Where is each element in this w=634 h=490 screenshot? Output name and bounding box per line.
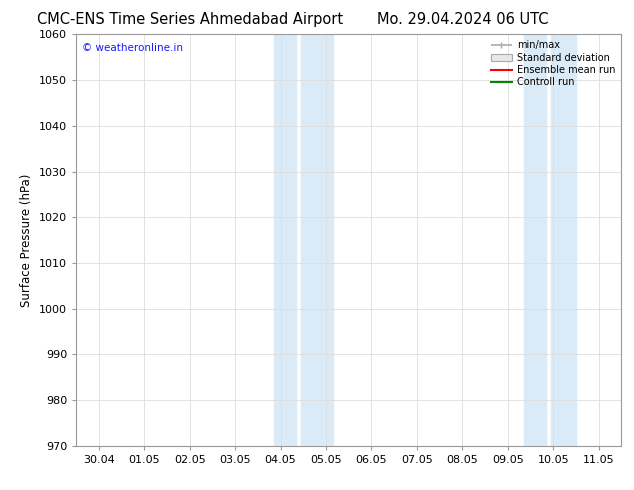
Legend: min/max, Standard deviation, Ensemble mean run, Controll run: min/max, Standard deviation, Ensemble me… [488,37,618,90]
Y-axis label: Surface Pressure (hPa): Surface Pressure (hPa) [20,173,34,307]
Text: Mo. 29.04.2024 06 UTC: Mo. 29.04.2024 06 UTC [377,12,548,27]
Bar [524,34,547,446]
Bar [551,34,576,446]
Text: © weatheronline.in: © weatheronline.in [82,43,183,52]
Text: CMC-ENS Time Series Ahmedabad Airport: CMC-ENS Time Series Ahmedabad Airport [37,12,343,27]
Bar [274,34,297,446]
Bar [301,34,333,446]
